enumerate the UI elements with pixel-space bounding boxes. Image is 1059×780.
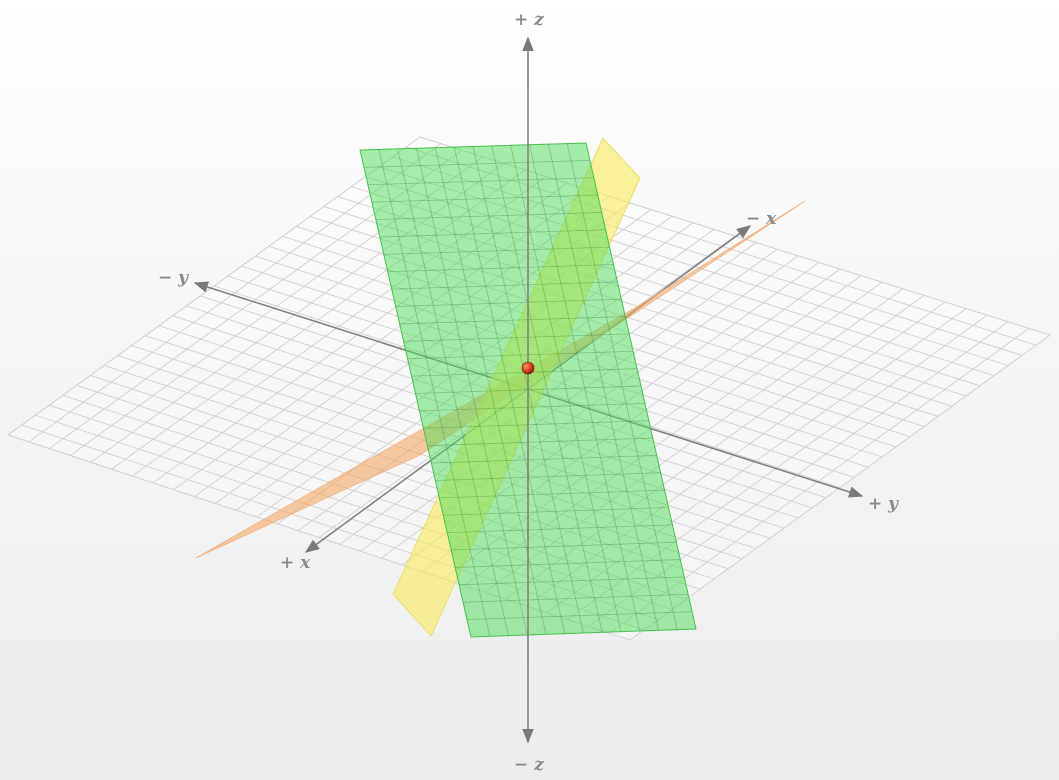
green-plane-grid-line xyxy=(491,145,603,633)
green-plane-grid-line xyxy=(529,144,641,632)
green-plane-grid-line xyxy=(367,177,594,186)
green-plane-grid-line xyxy=(403,333,630,342)
z-neg-label: − z xyxy=(514,755,544,775)
green-plane-grid-line xyxy=(427,437,653,447)
green-plane-grid-line xyxy=(455,559,681,568)
green-plane-grid-line xyxy=(439,489,665,499)
green-plane-grid-line xyxy=(363,159,590,168)
green-plane-grid xyxy=(363,143,693,637)
green-plane-grid-line xyxy=(566,143,678,630)
green-plane-grid-line xyxy=(451,541,677,551)
green-plane-grid-line xyxy=(375,212,602,220)
green-plane-grid-line xyxy=(459,576,685,586)
green-plane-grid-line xyxy=(435,472,661,481)
green-plane-grid-line xyxy=(399,316,626,325)
green-plane-grid-line xyxy=(453,146,566,634)
green-plane-grid-line xyxy=(378,149,491,637)
green-plane-grid-line xyxy=(387,264,614,273)
green-plane-grid-line xyxy=(407,350,634,360)
y-neg-label: − y xyxy=(158,268,189,288)
z-pos-label: + z xyxy=(514,10,544,30)
x-neg-label: − x xyxy=(746,209,777,229)
green-plane-grid-line xyxy=(443,507,669,516)
green-plane-grid-line xyxy=(371,194,598,203)
green-plane-grid-line xyxy=(379,229,606,238)
green-plane-grid-line xyxy=(547,144,659,631)
green-plane-grid-line xyxy=(395,298,622,307)
green-plane-grid-line xyxy=(416,148,528,636)
x-pos-label: + x xyxy=(280,553,311,573)
green-plane-grid-line xyxy=(431,455,657,464)
green-plane-grid-line xyxy=(391,281,618,290)
green-plane-grid-line xyxy=(383,246,610,255)
intersection-point xyxy=(521,361,535,375)
y-pos-label: + y xyxy=(868,494,899,514)
green-plane-grid-line xyxy=(397,148,509,636)
green-plane-grid-line xyxy=(447,524,673,534)
green-plane-grid-line xyxy=(467,611,693,621)
green-plane-grid-line xyxy=(463,593,689,603)
green-plane-grid-line xyxy=(423,420,649,429)
